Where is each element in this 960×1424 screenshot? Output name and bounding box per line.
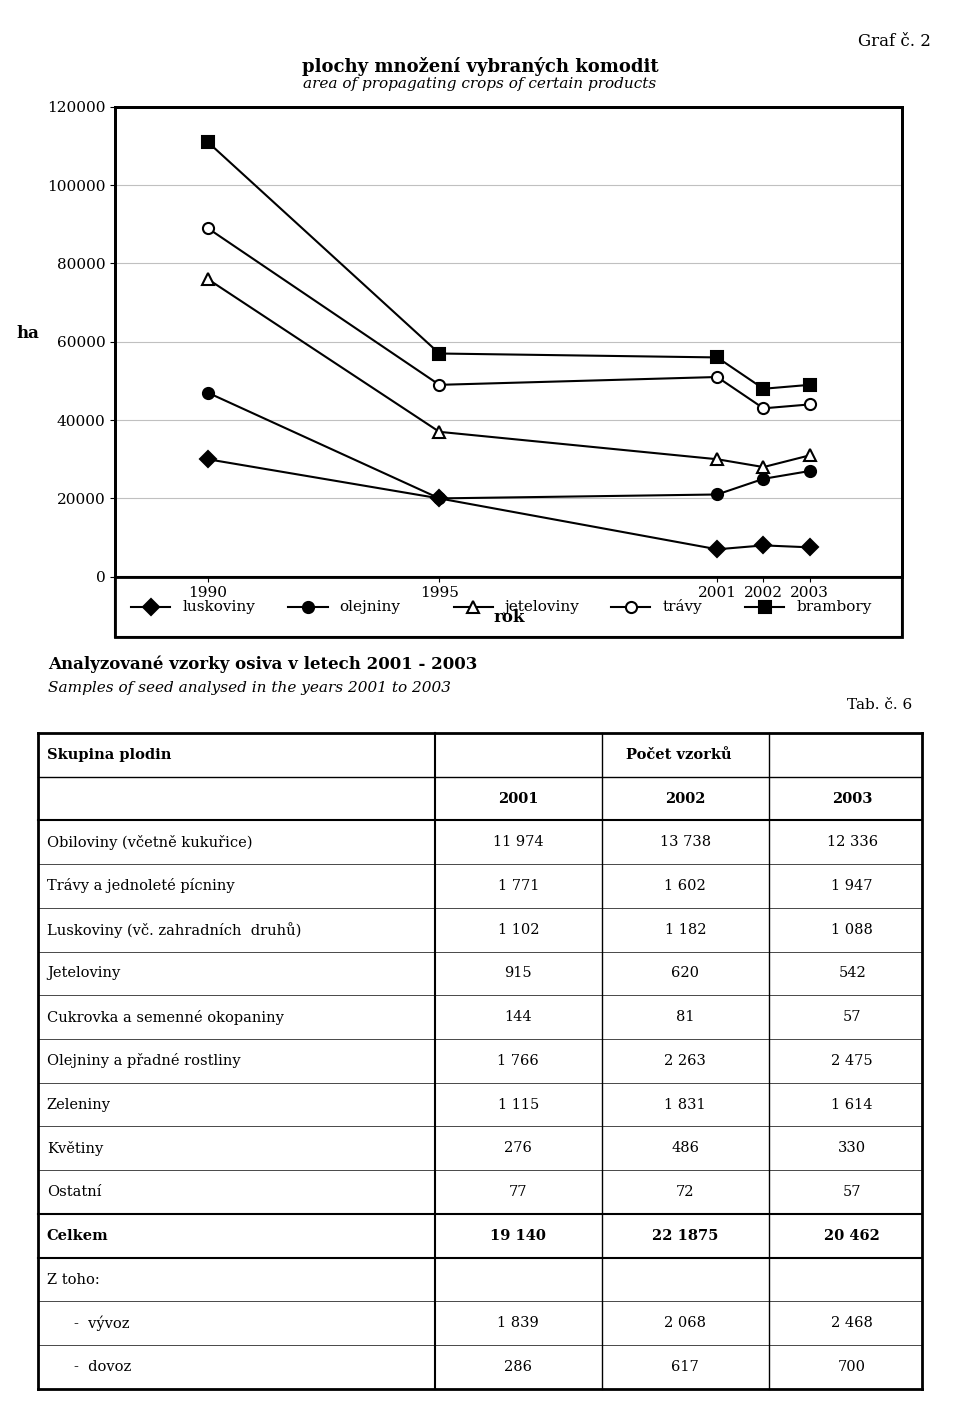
Text: 1 602: 1 602 [664, 879, 707, 893]
Text: Ostatní: Ostatní [47, 1185, 102, 1199]
Text: 1 947: 1 947 [831, 879, 873, 893]
Text: 1 614: 1 614 [831, 1098, 873, 1112]
Text: Počet vzorků: Počet vzorků [626, 748, 732, 762]
Text: 20 462: 20 462 [825, 1229, 880, 1243]
Text: 276: 276 [504, 1141, 532, 1155]
Text: brambory: brambory [796, 600, 872, 614]
Text: 617: 617 [671, 1360, 699, 1374]
Text: 144: 144 [505, 1010, 532, 1024]
Text: 486: 486 [671, 1141, 699, 1155]
Text: Jeteloviny: Jeteloviny [47, 967, 120, 981]
Text: Květiny: Květiny [47, 1141, 103, 1156]
Text: 1 771: 1 771 [497, 879, 539, 893]
Text: plochy množení vybraných komodit: plochy množení vybraných komodit [301, 57, 659, 75]
Text: Tab. č. 6: Tab. č. 6 [847, 698, 912, 712]
Text: 2001: 2001 [498, 792, 539, 806]
Text: 1 766: 1 766 [497, 1054, 540, 1068]
Text: 1 831: 1 831 [664, 1098, 707, 1112]
Text: Samples of seed analysed in the years 2001 to 2003: Samples of seed analysed in the years 20… [48, 681, 451, 695]
Text: 72: 72 [676, 1185, 694, 1199]
Text: 1 102: 1 102 [497, 923, 540, 937]
Text: 12 336: 12 336 [827, 836, 877, 849]
Text: 2 068: 2 068 [664, 1316, 707, 1330]
Text: Obiloviny (včetně kukuřice): Obiloviny (včetně kukuřice) [47, 834, 252, 850]
X-axis label: rok: rok [493, 609, 524, 625]
Text: Analyzované vzorky osiva v letech 2001 - 2003: Analyzované vzorky osiva v letech 2001 -… [48, 655, 477, 672]
Text: area of propagating crops of certain products: area of propagating crops of certain pro… [303, 77, 657, 91]
Text: luskoviny: luskoviny [182, 600, 255, 614]
Text: 2002: 2002 [665, 792, 706, 806]
Text: 19 140: 19 140 [491, 1229, 546, 1243]
Text: jeteloviny: jeteloviny [505, 600, 580, 614]
Text: Z toho:: Z toho: [47, 1273, 100, 1286]
Text: 22 1875: 22 1875 [652, 1229, 718, 1243]
Text: 2 468: 2 468 [831, 1316, 874, 1330]
Text: Luskoviny (vč. zahradních  druhů): Luskoviny (vč. zahradních druhů) [47, 921, 301, 937]
Text: Graf č. 2: Graf č. 2 [858, 33, 931, 50]
Text: 1 182: 1 182 [664, 923, 706, 937]
Text: Trávy a jednoleté pícniny: Trávy a jednoleté pícniny [47, 879, 234, 893]
Text: 81: 81 [676, 1010, 694, 1024]
Text: Celkem: Celkem [47, 1229, 108, 1243]
Text: -  vývoz: - vývoz [74, 1316, 130, 1331]
Text: 11 974: 11 974 [493, 836, 543, 849]
Text: 57: 57 [843, 1010, 861, 1024]
Text: 620: 620 [671, 967, 699, 981]
Text: 1 088: 1 088 [831, 923, 874, 937]
Text: Skupina plodin: Skupina plodin [47, 748, 171, 762]
Text: 700: 700 [838, 1360, 866, 1374]
Text: 13 738: 13 738 [660, 836, 710, 849]
Text: 2 263: 2 263 [664, 1054, 707, 1068]
Text: Zeleniny: Zeleniny [47, 1098, 110, 1112]
Text: Olejniny a přadné rostliny: Olejniny a přadné rostliny [47, 1054, 240, 1068]
Text: 915: 915 [505, 967, 532, 981]
Text: 2003: 2003 [832, 792, 873, 806]
Text: 330: 330 [838, 1141, 866, 1155]
Text: 542: 542 [838, 967, 866, 981]
Text: olejniny: olejniny [340, 600, 400, 614]
Text: 77: 77 [509, 1185, 528, 1199]
Text: Cukrovka a semenné okopaniny: Cukrovka a semenné okopaniny [47, 1010, 284, 1025]
Text: 57: 57 [843, 1185, 861, 1199]
Text: 2 475: 2 475 [831, 1054, 873, 1068]
Y-axis label: ha: ha [16, 325, 39, 342]
Text: -  dovoz: - dovoz [74, 1360, 132, 1374]
Text: 1 115: 1 115 [497, 1098, 539, 1112]
Text: 1 839: 1 839 [497, 1316, 540, 1330]
Text: trávy: trávy [662, 600, 702, 614]
Text: 286: 286 [504, 1360, 533, 1374]
